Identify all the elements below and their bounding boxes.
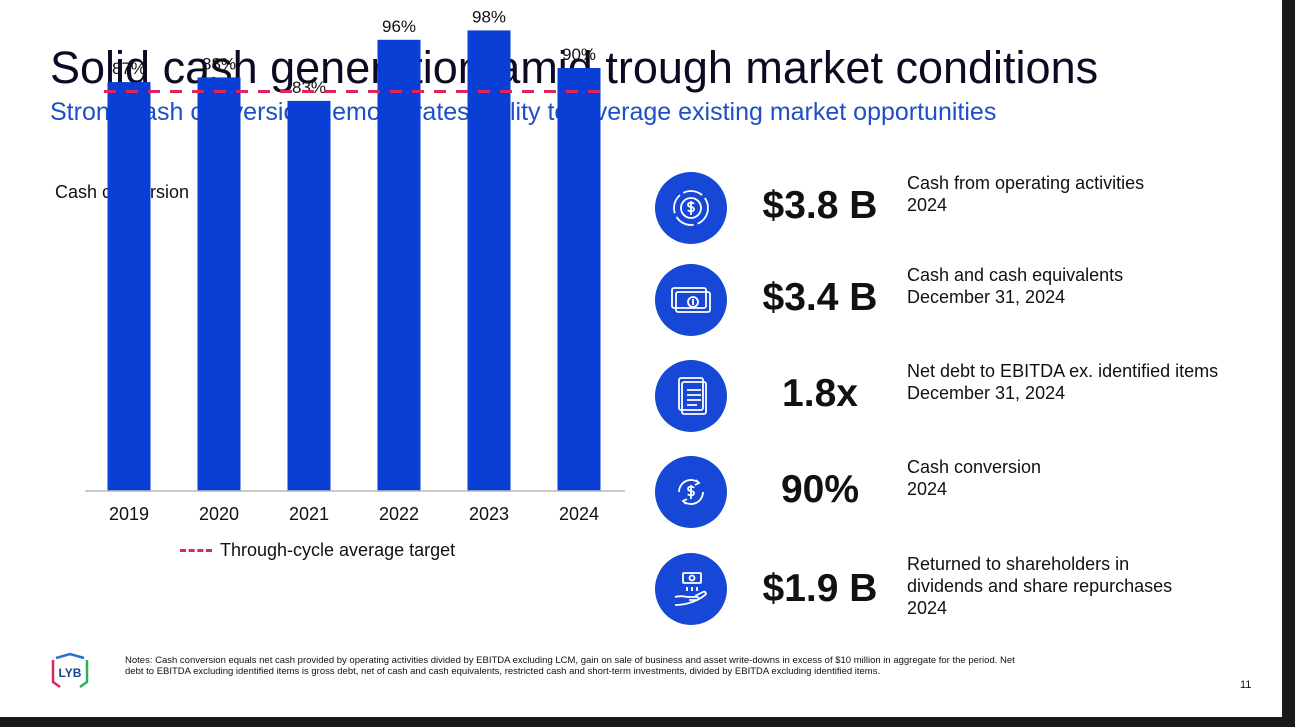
metric-cash-conversion: 90% Cash conversion 2024 bbox=[655, 456, 1255, 532]
bar-2020 bbox=[197, 77, 241, 492]
data-label-2019: 87% bbox=[112, 59, 146, 78]
data-label-2020: 88% bbox=[202, 54, 236, 73]
metric-desc-line: Net debt to EBITDA ex. identified items bbox=[907, 361, 1219, 381]
gear-dollar-icon bbox=[655, 172, 727, 244]
x-tick-2023: 2023 bbox=[469, 504, 509, 524]
metric-desc-line: December 31, 2024 bbox=[907, 383, 1066, 403]
metric-desc-line: 2024 bbox=[907, 195, 948, 215]
metric-value: $3.4 B bbox=[762, 276, 878, 319]
slide: Solid cash generation amid trough market… bbox=[0, 0, 1282, 717]
metric-value: $1.9 B bbox=[762, 567, 878, 610]
data-label-2021: 83% bbox=[292, 78, 326, 97]
metric-desc-line: Cash from operating activities bbox=[907, 173, 1145, 193]
cash-stack-icon bbox=[655, 264, 727, 336]
chart-legend: Through-cycle average target bbox=[180, 540, 455, 561]
metric-description: Net debt to EBITDA ex. identified items … bbox=[907, 360, 1218, 404]
metric-desc-line: Cash and cash equivalents bbox=[907, 265, 1124, 285]
legend-dashed-line bbox=[180, 549, 212, 552]
metric-value: $3.8 B bbox=[762, 184, 878, 227]
bar-2024 bbox=[557, 68, 601, 491]
x-tick-2019: 2019 bbox=[109, 504, 149, 524]
metric-net-debt: 1.8x Net debt to EBITDA ex. identified i… bbox=[655, 360, 1255, 436]
x-tick-2024: 2024 bbox=[559, 504, 599, 524]
data-label-2023: 98% bbox=[472, 7, 506, 26]
footnotes: Notes: Cash conversion equals net cash p… bbox=[125, 655, 1015, 677]
metric-returned-to-shareholders: $1.9 B Returned to shareholders in divid… bbox=[655, 553, 1255, 629]
metric-desc-line: December 31, 2024 bbox=[907, 287, 1066, 307]
bar-2021 bbox=[287, 100, 331, 492]
logo-text: LYB bbox=[59, 666, 82, 680]
metric-operating-cash: $3.8 B Cash from operating activities 20… bbox=[655, 172, 1255, 248]
metric-value: 90% bbox=[780, 468, 860, 511]
hand-cash-icon bbox=[655, 553, 727, 625]
cash-conversion-chart: 87% 2019 88% 2020 83% 2021 96% 2022 98% 2023 90% 20… bbox=[85, 7, 625, 524]
metric-cash-equivalents: $3.4 B Cash and cash equivalents Decembe… bbox=[655, 264, 1255, 340]
metric-desc-line: Returned to shareholders in bbox=[907, 554, 1130, 574]
metric-desc-line: 2024 bbox=[907, 598, 948, 618]
page-number: 11 bbox=[1240, 679, 1252, 691]
metric-description: Cash and cash equivalents December 31, 2… bbox=[907, 264, 1123, 308]
data-label-2024: 90% bbox=[562, 45, 596, 64]
metric-desc-line: 2024 bbox=[907, 479, 948, 499]
document-icon bbox=[655, 360, 727, 432]
metric-description: Cash from operating activities 2024 bbox=[907, 172, 1144, 216]
x-tick-2020: 2020 bbox=[199, 504, 239, 524]
bar-2023 bbox=[467, 30, 511, 492]
metric-desc-line: dividends and share repurchases bbox=[907, 576, 1173, 596]
legend-label: Through-cycle average target bbox=[220, 540, 456, 560]
data-label-2022: 96% bbox=[382, 17, 416, 36]
bar-2022 bbox=[377, 39, 421, 492]
metric-description: Returned to shareholders in dividends an… bbox=[907, 553, 1172, 619]
x-tick-2022: 2022 bbox=[379, 504, 419, 524]
bar-2019 bbox=[107, 82, 151, 491]
x-tick-2021: 2021 bbox=[289, 504, 329, 524]
cycle-dollar-icon bbox=[655, 456, 727, 528]
metric-desc-line: Cash conversion bbox=[907, 457, 1042, 477]
lyb-logo: LYB bbox=[48, 652, 92, 695]
metric-description: Cash conversion 2024 bbox=[907, 456, 1041, 500]
metric-value: 1.8x bbox=[782, 372, 858, 415]
